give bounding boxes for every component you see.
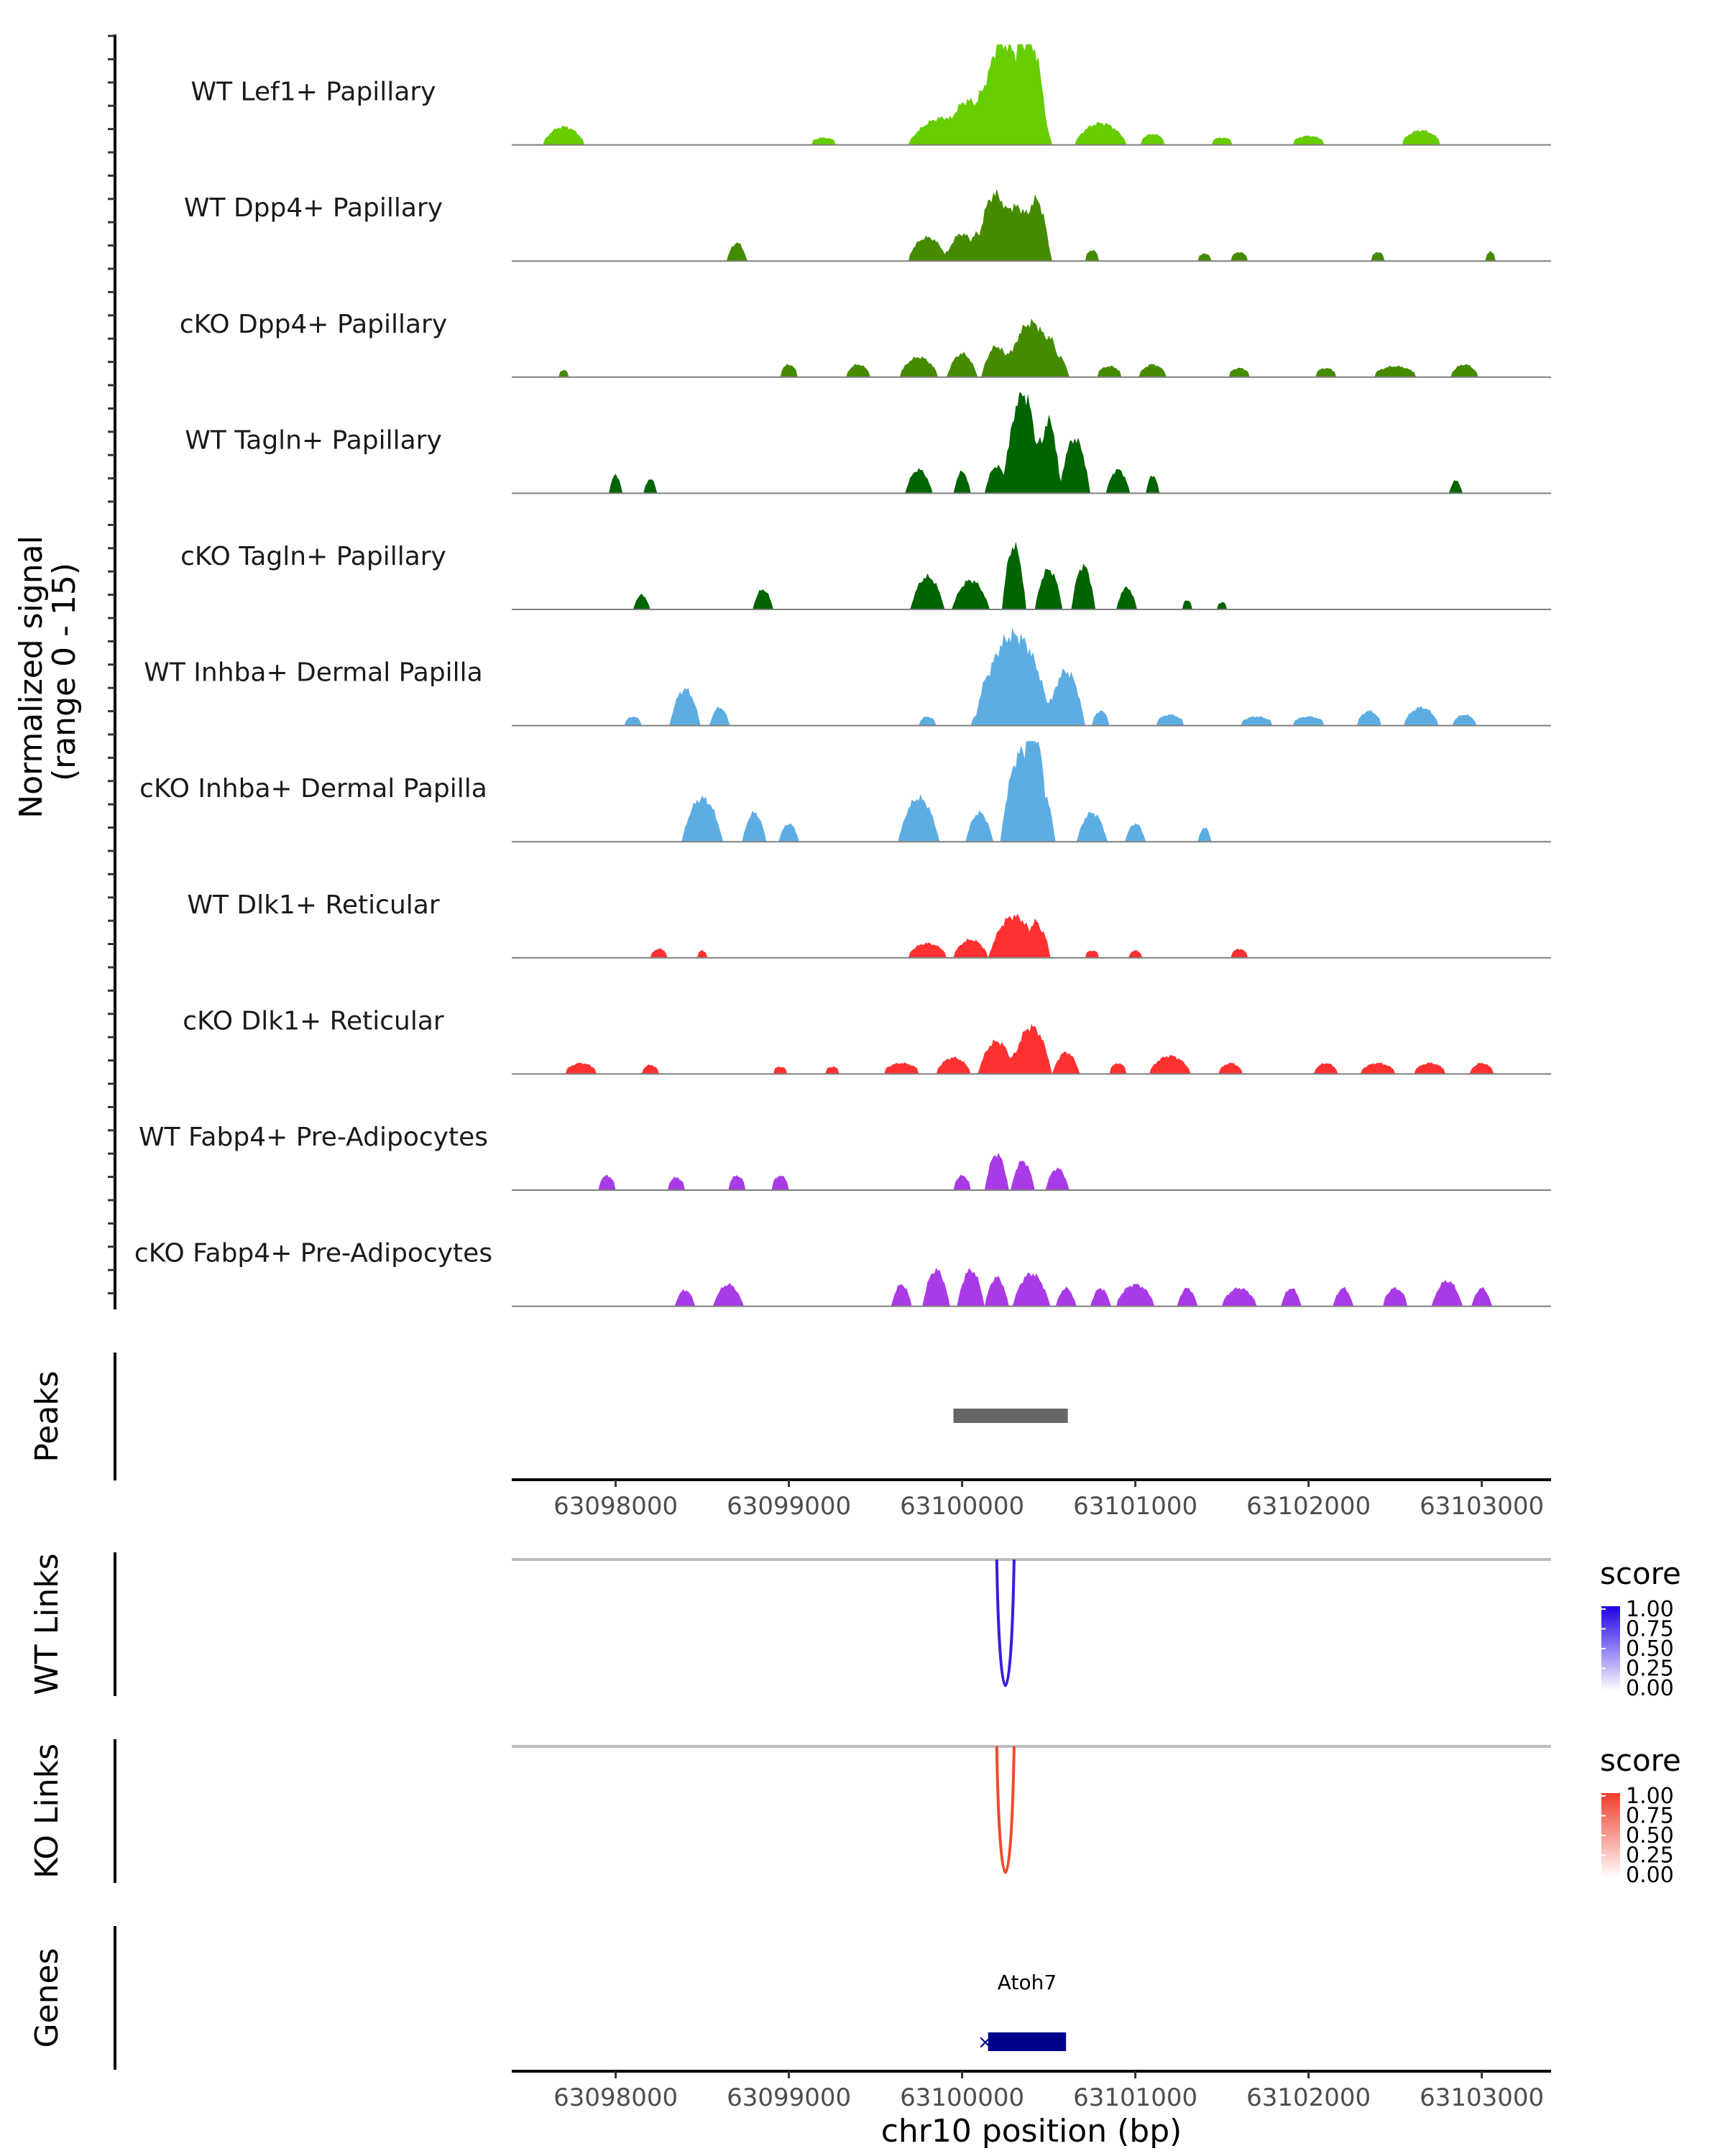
x-axis-tick-label: 63099000	[727, 1492, 851, 1521]
bottom-x-axis-ticks: 63098000 63099000 63100000 63101000 63102000…	[553, 2071, 1544, 2112]
x-axis-tick-label: 63103000	[1420, 1492, 1544, 1521]
coverage-signal-area	[512, 541, 1551, 609]
legend-tick-label: 0.50	[1626, 1823, 1674, 1848]
x-axis-tick-label: 63100000	[900, 1492, 1024, 1521]
genes-track-label: Genes	[29, 1948, 65, 2047]
coverage-signal-area	[512, 392, 1551, 494]
coverage-track: cKO Inhba+ Dermal Papilla	[139, 741, 1551, 843]
wt-links-track-label: WT Links	[29, 1553, 65, 1695]
coverage-signal-area	[512, 318, 1551, 377]
coverage-track-label: WT Tagln+ Papillary	[185, 425, 442, 455]
coverage-track-label: cKO Dlk1+ Reticular	[183, 1006, 444, 1036]
coverage-track-label: cKO Dpp4+ Papillary	[180, 310, 447, 339]
coverage-track: WT Inhba+ Dermal Papilla	[144, 627, 1551, 727]
coverage-track-label: WT Lef1+ Papillary	[191, 78, 436, 107]
legend-tick-label: 0.00	[1626, 1676, 1674, 1701]
legend-tick-label: 1.00	[1626, 1784, 1674, 1809]
coverage-track: WT Dlk1+ Reticular	[187, 890, 1551, 959]
legend-tick-label: 0.50	[1626, 1636, 1674, 1662]
coverage-track-label: cKO Tagln+ Papillary	[180, 542, 446, 571]
coverage-y-axis-title: Normalized signal (range 0 - 15)	[13, 525, 83, 819]
ko-legend-ticks: 1.000.750.500.250.00	[1601, 1784, 1674, 1888]
coverage-signal-area	[512, 1152, 1551, 1190]
genes-panel: Genes Atoh7 × 63098000 63099000 63100000 63…	[29, 1926, 1551, 2150]
x-axis-tick-label: 63103000	[1420, 2083, 1544, 2112]
coverage-track: cKO Dlk1+ Reticular	[183, 1006, 1551, 1075]
wt-links-panel: WT Links	[29, 1552, 1551, 1696]
wt-legend-ticks: 1.000.750.500.250.00	[1601, 1597, 1674, 1701]
legend-tick-label: 0.25	[1626, 1657, 1674, 1682]
legend-tick-label: 0.75	[1626, 1804, 1674, 1829]
gene-strand-marker: ×	[978, 2032, 993, 2053]
x-axis-tick-label: 63098000	[553, 2083, 678, 2112]
coverage-track-label: WT Dpp4+ Papillary	[184, 193, 443, 223]
peaks-track-label: Peaks	[29, 1370, 65, 1462]
peaks-panel: Peaks 63098000 63099000 63100000 63101000 63…	[29, 1353, 1551, 1521]
wt-score-legend: score 1.000.750.500.250.00	[1600, 1556, 1681, 1701]
wt-link-arc	[995, 1559, 1016, 1687]
coverage-tracks: WT Lef1+ Papillary WT Dpp4+ Papillary cKO …	[134, 44, 1551, 1307]
coverage-signal-area	[512, 1268, 1551, 1307]
x-axis-tick-label: 63099000	[727, 2083, 851, 2112]
coverage-signal-area	[512, 188, 1551, 262]
coverage-track: cKO Tagln+ Papillary	[180, 541, 1551, 610]
legend-tick-label: 0.75	[1626, 1617, 1674, 1642]
ko-legend-title: score	[1600, 1743, 1681, 1778]
coverage-y-axis-title-line1: Normalized signal	[13, 535, 50, 819]
x-axis-title: chr10 position (bp)	[881, 2113, 1182, 2150]
legend-tick-label: 0.00	[1626, 1863, 1674, 1888]
coverage-track-label: cKO Inhba+ Dermal Papilla	[139, 774, 487, 803]
x-axis-tick-label: 63102000	[1246, 1492, 1371, 1521]
x-axis-tick-label: 63100000	[900, 2083, 1024, 2112]
coverage-signal-area	[512, 741, 1551, 842]
coverage-track-label: cKO Fabp4+ Pre-Adipocytes	[134, 1239, 492, 1268]
coverage-signal-area	[512, 913, 1551, 958]
coverage-track: WT Lef1+ Papillary	[191, 44, 1551, 146]
x-axis-tick-label: 63101000	[1073, 1492, 1197, 1521]
coverage-panel: Normalized signal (range 0 - 15) WT Lef1…	[13, 34, 1551, 1309]
coverage-track: cKO Fabp4+ Pre-Adipocytes	[134, 1239, 1551, 1307]
x-axis-tick-label: 63101000	[1073, 2083, 1197, 2112]
peak-region-bar	[953, 1409, 1068, 1423]
gene-name-label: Atoh7	[998, 1971, 1057, 1994]
x-axis-tick-label: 63102000	[1246, 2083, 1371, 2112]
coverage-track-label: WT Dlk1+ Reticular	[187, 890, 439, 920]
coverage-track: WT Dpp4+ Papillary	[184, 188, 1551, 262]
coverage-track: cKO Dpp4+ Papillary	[180, 310, 1551, 378]
wt-legend-title: score	[1600, 1556, 1681, 1591]
coverage-y-axis-title-line2: (range 0 - 15)	[46, 563, 83, 781]
legend-tick-label: 1.00	[1626, 1597, 1674, 1622]
legend-tick-label: 0.25	[1626, 1843, 1674, 1869]
coverage-track: WT Tagln+ Papillary	[185, 392, 1551, 494]
coverage-signal-area	[512, 1023, 1551, 1074]
ko-links-panel: KO Links	[29, 1739, 1551, 1883]
x-axis-tick-label: 63098000	[553, 1492, 678, 1521]
coverage-track-label: WT Inhba+ Dermal Papilla	[144, 658, 482, 688]
ko-score-legend: score 1.000.750.500.250.00	[1600, 1743, 1681, 1888]
coverage-signal-area	[512, 44, 1551, 145]
coverage-track-label: WT Fabp4+ Pre-Adipocytes	[139, 1123, 488, 1152]
coverage-signal-area	[512, 627, 1551, 726]
coverage-y-minor-ticks	[108, 34, 115, 1295]
ko-link-arc	[995, 1746, 1016, 1874]
coverage-track: WT Fabp4+ Pre-Adipocytes	[139, 1123, 1551, 1191]
middle-x-axis-ticks: 63098000 63099000 63100000 63101000 63102000…	[553, 1480, 1544, 1521]
gene-body-bar	[988, 2032, 1067, 2051]
ko-links-track-label: KO Links	[29, 1743, 65, 1879]
